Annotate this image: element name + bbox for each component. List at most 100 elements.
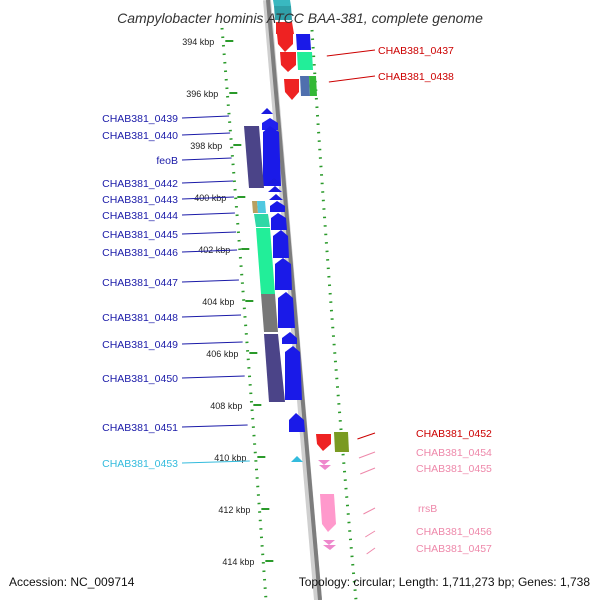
gene-leader-line <box>181 180 233 184</box>
gene-label-left: CHAB381_0442 <box>102 178 178 190</box>
gene-leader-line <box>363 507 376 515</box>
outer-dotted-track-right <box>310 29 358 600</box>
gene-label-right: CHAB381_0457 <box>416 543 492 555</box>
gene-leader-line <box>181 341 243 345</box>
topology-summary: Topology: circular; Length: 1,711,273 bp… <box>298 575 590 589</box>
gene-block <box>273 0 291 6</box>
gene-block <box>291 456 303 462</box>
gene-label-right: CHAB381_0437 <box>378 45 454 57</box>
gene-block <box>300 76 310 96</box>
kbp-label: 412 kbp <box>218 505 250 515</box>
gene-label-left: CHAB381_0443 <box>102 194 178 206</box>
feature-bar <box>244 126 264 188</box>
gene-leader-line <box>181 132 231 136</box>
gene-label-left: CHAB381_0444 <box>102 210 178 222</box>
gene-leader-line <box>181 249 238 253</box>
feature-bar <box>264 334 285 402</box>
gene-block <box>289 413 305 432</box>
reverse-genes-bottom <box>316 432 349 550</box>
kbp-label: 408 kbp <box>210 401 242 411</box>
genome-backbone <box>266 0 322 600</box>
gene-block <box>270 201 285 212</box>
gene-block <box>323 545 336 550</box>
gene-block <box>285 346 302 400</box>
gene-block <box>318 460 330 465</box>
gene-leader-line <box>181 212 235 216</box>
gene-leader-line <box>181 115 230 119</box>
left-gene-labels: CHAB381_0439 CHAB381_0440 feoB CHAB381_0442… <box>102 113 250 470</box>
gene-label-left: CHAB381_0451 <box>102 422 178 434</box>
feature-bar <box>252 201 258 213</box>
reverse-genes-top <box>273 0 317 100</box>
kbp-label: 402 kbp <box>198 245 230 255</box>
gene-block <box>320 494 336 532</box>
gene-block <box>323 540 335 545</box>
feature-bar <box>254 214 270 227</box>
gene-label-left: CHAB381_0448 <box>102 312 178 324</box>
gene-label-right: CHAB381_0452 <box>416 428 492 440</box>
gene-block <box>284 79 299 100</box>
gene-leader-line <box>360 467 376 475</box>
gene-label-left: CHAB381_0445 <box>102 229 178 241</box>
gene-label-right: rrsB <box>418 503 437 515</box>
gene-leader-line <box>328 75 376 83</box>
gene-block <box>269 194 283 200</box>
gene-label-right: CHAB381_0438 <box>378 71 454 83</box>
kbp-label: 396 kbp <box>186 89 218 99</box>
gene-label-left: CHAB381_0440 <box>102 130 178 142</box>
gene-block <box>263 126 281 186</box>
gene-label-left: CHAB381_0439 <box>102 113 178 125</box>
gene-leader-line <box>181 314 242 318</box>
gene-label-left: feoB <box>156 155 178 167</box>
gene-label-right: CHAB381_0454 <box>416 447 492 459</box>
gene-leader-line <box>366 547 376 555</box>
gene-label-left: CHAB381_0449 <box>102 339 178 351</box>
gene-leader-line <box>365 530 376 538</box>
feature-bar <box>256 228 275 294</box>
gene-block <box>275 258 292 290</box>
forward-genes <box>261 108 305 462</box>
gene-block <box>277 34 293 52</box>
gene-block <box>334 432 349 452</box>
gene-leader-line <box>181 279 239 283</box>
gene-label-left: CHAB381_0453 <box>102 458 178 470</box>
gene-leader-line <box>181 157 232 161</box>
kbp-label: 410 kbp <box>214 453 246 463</box>
gene-block <box>278 292 295 328</box>
gene-block <box>268 186 282 192</box>
gene-leader-line <box>181 231 237 235</box>
gene-label-left: CHAB381_0446 <box>102 247 178 259</box>
gene-block <box>297 52 313 70</box>
gene-block <box>282 332 297 344</box>
gene-label-left: CHAB381_0447 <box>102 277 178 289</box>
kbp-label: 404 kbp <box>202 297 234 307</box>
feature-bar <box>261 294 278 332</box>
gene-label-left: CHAB381_0450 <box>102 373 178 385</box>
gene-label-right: CHAB381_0455 <box>416 463 492 475</box>
kbp-label: 394 kbp <box>182 37 214 47</box>
right-gene-labels: CHAB381_0437 CHAB381_0438 CHAB381_0452 CHAB… <box>326 45 492 555</box>
gene-block <box>261 108 273 114</box>
genome-title: Campylobacter hominis ATCC BAA-381, comp… <box>117 10 483 26</box>
accession-label: Accession: NC_009714 <box>9 575 135 589</box>
kbp-label: 406 kbp <box>206 349 238 359</box>
gene-leader-line <box>181 460 250 464</box>
gene-leader-line <box>181 424 248 428</box>
gene-block <box>267 178 281 184</box>
gene-leader-line <box>326 49 376 57</box>
gene-block <box>274 6 292 20</box>
kbp-label: 398 kbp <box>190 141 222 151</box>
gene-block <box>262 118 278 130</box>
gene-label-right: CHAB381_0456 <box>416 526 492 538</box>
gene-block <box>271 213 287 230</box>
gene-block <box>296 34 311 50</box>
gene-block <box>276 22 294 34</box>
gene-block <box>280 52 296 72</box>
gene-block <box>273 230 289 258</box>
gene-leader-line <box>357 432 376 440</box>
gene-leader-line <box>181 196 234 200</box>
gene-block <box>309 76 317 96</box>
kbp-label: 414 kbp <box>222 557 254 567</box>
gene-block <box>319 465 331 470</box>
